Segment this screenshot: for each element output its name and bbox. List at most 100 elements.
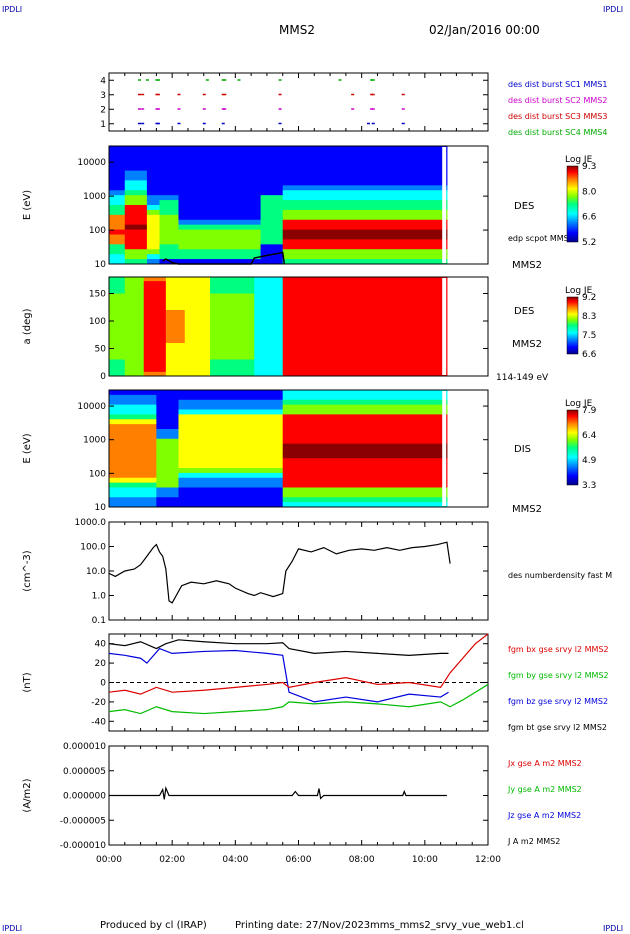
spectrogram-cell: [159, 195, 179, 201]
spectrogram-cell: [109, 150, 126, 157]
spectrogram-cell: [178, 239, 262, 245]
spectrogram-cell: [254, 363, 284, 369]
spectrogram-cell: [109, 180, 126, 186]
spectrogram-cell: [109, 249, 126, 255]
spectrogram-cell: [254, 330, 284, 336]
spectrogram-cell: [184, 293, 211, 299]
spectrogram-cell: [109, 492, 157, 498]
spectrogram-cell: [260, 259, 284, 265]
spectrogram-cell: [165, 367, 186, 373]
spectrogram-cell: [178, 453, 284, 459]
spectrogram-cell: [124, 367, 145, 373]
spectrogram-cell: [184, 310, 211, 315]
spectrogram-cell: [109, 502, 157, 508]
spectrogram-cell: [143, 277, 167, 282]
spectrogram-cell: [282, 165, 448, 172]
spectrogram-cell: [143, 338, 167, 344]
spectrogram-cell: [109, 468, 157, 474]
spectrogram-cell: [254, 305, 284, 311]
spectrogram-cell: [124, 190, 148, 196]
burst-mark: [155, 122, 159, 125]
spectrogram-cell: [109, 363, 126, 369]
spectrogram-cell: [109, 371, 126, 377]
spectrogram-cell: [159, 160, 179, 167]
burst-mark: [370, 108, 374, 110]
spectrogram-cell: [282, 301, 448, 307]
spectrogram-cell: [178, 477, 284, 484]
spectrogram-cell: [178, 165, 262, 172]
spectrogram-cell: [260, 205, 284, 211]
spectrogram-cell: [282, 419, 448, 425]
burst-mark: [156, 79, 160, 81]
burst-mark: [202, 108, 206, 110]
spectrogram-cell: [146, 234, 161, 240]
ylabel-des-e: E (eV): [22, 190, 33, 220]
ylabel-dis-e: E (eV): [22, 433, 33, 463]
spectrogram-cell: [124, 185, 148, 191]
spectrogram-cell: [260, 190, 284, 196]
spectrogram-cell: [124, 249, 148, 255]
spectrogram-cell: [254, 318, 284, 323]
spectrogram-cell: [156, 497, 179, 503]
burst-mark: [145, 79, 149, 81]
label-des-pa-sc: MMS2: [512, 339, 542, 350]
spectrogram-cell: [109, 205, 126, 211]
spectrogram-cell: [260, 165, 284, 172]
spectrogram-cell: [124, 224, 148, 231]
spectrogram-cell: [165, 322, 186, 327]
spectrogram-cell: [109, 244, 126, 250]
spectrogram-cell: [124, 330, 145, 336]
burst-mark: [156, 122, 160, 125]
spectrogram-cell: [178, 433, 284, 440]
spectrogram-cell: [124, 244, 148, 250]
spectrogram-cell: [109, 367, 126, 373]
spectrogram-cell: [178, 195, 262, 201]
spectrogram-cell: [282, 497, 448, 503]
spectrogram-cell: [156, 394, 179, 401]
spectrogram-cell: [109, 458, 157, 464]
spectrogram-cell: [210, 318, 255, 323]
y-tick-label: 1000: [83, 436, 106, 446]
spectrogram-cell: [282, 170, 448, 176]
burst-mark: [221, 79, 225, 81]
spectrogram-cell: [178, 448, 284, 454]
spectrogram-cell: [159, 155, 179, 162]
spectrogram-cell: [159, 209, 179, 216]
spectrogram-cell: [178, 180, 262, 186]
label-dis-e: DIS: [514, 444, 531, 455]
spectrogram-cell: [184, 318, 211, 323]
spectrogram-cell: [109, 443, 157, 449]
spectrogram-cell: [124, 160, 148, 167]
spectrogram-cell: [165, 285, 186, 290]
label-dis-e-sc: MMS2: [512, 504, 542, 515]
spectrogram-cell: [109, 343, 126, 348]
burst-mark: [221, 122, 225, 125]
spectrogram-cell: [109, 448, 157, 454]
spectrogram-cell: [109, 200, 126, 206]
burst-mark: [401, 108, 405, 110]
spectrogram-cell: [165, 297, 186, 303]
spectrogram-cell: [165, 277, 186, 282]
spectrogram-cell: [159, 244, 179, 250]
spectrogram-cell: [156, 424, 179, 430]
spectrogram-cell: [124, 293, 145, 299]
spectrogram-cell: [143, 285, 167, 290]
spectrogram-cell: [282, 390, 448, 396]
spectrogram-cell: [124, 209, 148, 216]
spectrogram-cell: [124, 229, 148, 235]
spectrogram-cell: [109, 322, 126, 327]
spectrogram-cell: [254, 285, 284, 290]
spectrogram-cell: [178, 404, 284, 410]
legend-current-3: Jz gse A m2 MMS2: [507, 811, 581, 820]
spectrogram-cell: [146, 239, 161, 245]
spectrogram-cell: [109, 351, 126, 356]
data-gap: [442, 147, 447, 263]
spectrogram-cell: [254, 367, 284, 373]
spectrogram-cell: [178, 219, 262, 226]
spectrogram-cell: [165, 310, 186, 315]
spectrogram-cell: [124, 289, 145, 294]
spectrogram-cell: [156, 404, 179, 410]
spectrogram-cell: [146, 224, 161, 231]
spectrogram-cell: [165, 318, 186, 323]
